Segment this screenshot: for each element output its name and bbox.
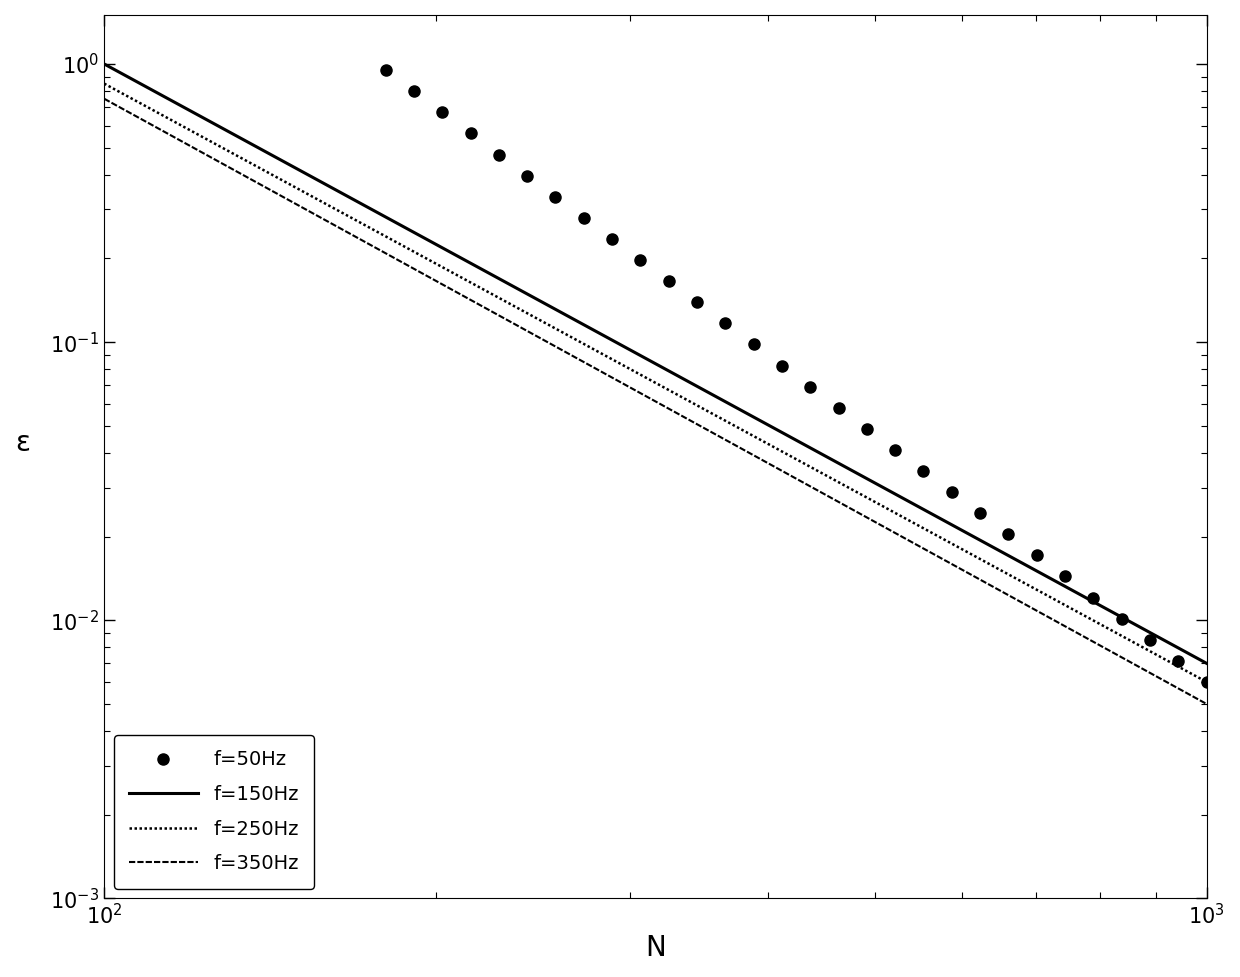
f=50Hz: [831, 402, 846, 413]
f=350Hz: [1199, 699, 1214, 710]
f=50Hz: [859, 423, 874, 435]
f=50Hz: [378, 64, 393, 76]
f=50Hz: [548, 191, 563, 202]
f=50Hz: [916, 465, 931, 477]
f=250Hz: [620, 361, 635, 373]
f=350Hz: [97, 93, 112, 105]
Legend: f=50Hz, f=150Hz, f=250Hz, f=350Hz: f=50Hz, f=150Hz, f=250Hz, f=350Hz: [114, 735, 314, 889]
f=350Hz: [1001, 589, 1016, 601]
f=50Hz: [802, 381, 817, 393]
f=50Hz: [1001, 529, 1016, 540]
f=50Hz: [1086, 592, 1101, 604]
Line: f=250Hz: f=250Hz: [104, 84, 1207, 682]
f=50Hz: [972, 507, 987, 519]
f=250Hz: [1199, 676, 1214, 688]
f=250Hz: [627, 365, 642, 377]
f=250Hz: [693, 402, 708, 413]
f=50Hz: [632, 254, 647, 266]
f=50Hz: [718, 318, 733, 329]
Y-axis label: ε: ε: [15, 429, 30, 456]
f=50Hz: [1199, 676, 1214, 688]
f=50Hz: [407, 85, 422, 97]
f=50Hz: [463, 128, 477, 140]
f=50Hz: [1171, 655, 1185, 666]
f=50Hz: [577, 212, 591, 224]
f=150Hz: [1199, 658, 1214, 669]
f=50Hz: [746, 339, 761, 351]
f=50Hz: [661, 276, 676, 287]
f=350Hz: [627, 384, 642, 396]
f=150Hz: [753, 415, 768, 427]
f=50Hz: [1058, 571, 1073, 582]
f=250Hz: [1173, 661, 1188, 673]
f=50Hz: [520, 170, 534, 182]
f=50Hz: [689, 296, 704, 308]
f=150Hz: [1173, 643, 1188, 655]
f=250Hz: [1001, 569, 1016, 580]
f=50Hz: [945, 487, 960, 498]
f=50Hz: [1142, 634, 1157, 646]
f=50Hz: [888, 444, 903, 455]
f=150Hz: [620, 343, 635, 355]
f=50Hz: [491, 149, 506, 160]
f=150Hz: [97, 58, 112, 69]
f=350Hz: [693, 420, 708, 432]
f=250Hz: [97, 78, 112, 90]
f=150Hz: [693, 382, 708, 394]
f=350Hz: [620, 380, 635, 392]
f=350Hz: [1173, 684, 1188, 696]
f=150Hz: [627, 347, 642, 359]
Line: f=50Hz: f=50Hz: [379, 64, 1213, 688]
Line: f=350Hz: f=350Hz: [104, 99, 1207, 704]
f=50Hz: [775, 360, 790, 371]
f=50Hz: [1029, 549, 1044, 561]
f=50Hz: [1115, 613, 1130, 624]
X-axis label: N: N: [645, 934, 666, 962]
f=150Hz: [1001, 549, 1016, 561]
f=250Hz: [753, 434, 768, 446]
f=50Hz: [605, 234, 620, 245]
f=350Hz: [753, 453, 768, 465]
Line: f=150Hz: f=150Hz: [104, 64, 1207, 663]
f=50Hz: [435, 106, 450, 118]
